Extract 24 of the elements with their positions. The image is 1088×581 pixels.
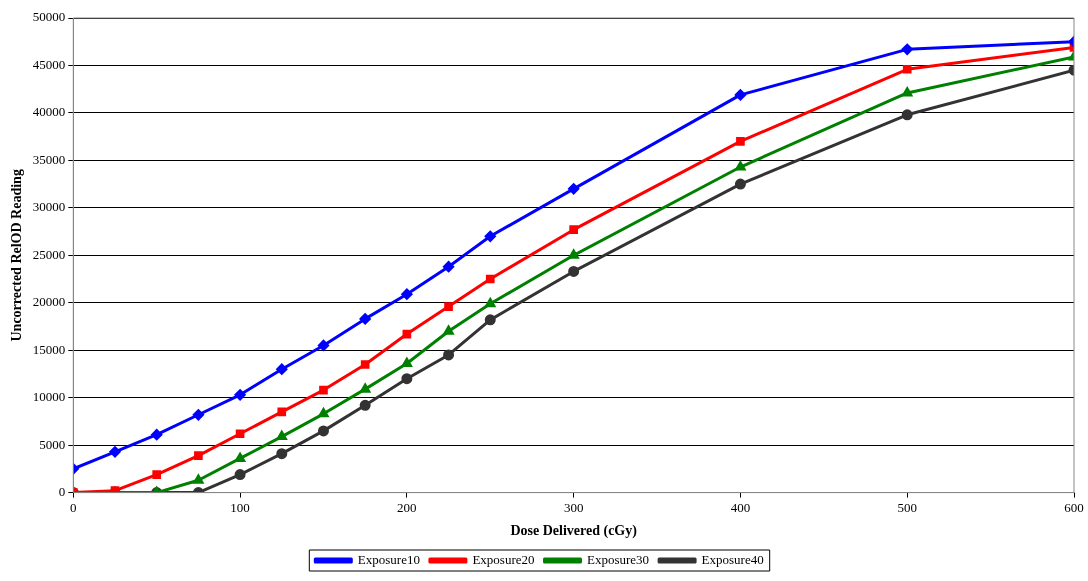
legend-label: Exposure30 <box>587 551 650 567</box>
y-tick-label: 30000 <box>32 199 66 215</box>
legend-label: Exposure40 <box>701 551 764 567</box>
x-tick-label: 300 <box>563 499 584 515</box>
x-tick-label: 500 <box>897 499 917 515</box>
legend-label: Exposure10 <box>357 551 420 567</box>
x-tick-label: 200 <box>397 499 417 515</box>
y-tick-label: 10000 <box>32 389 66 405</box>
y-tick-label: 50000 <box>32 9 66 25</box>
x-axis-title: Dose Delivered (cGy) <box>510 523 638 540</box>
x-tick-label: 0 <box>70 499 77 515</box>
legend-label: Exposure20 <box>472 551 535 567</box>
y-tick-label: 35000 <box>32 151 66 167</box>
y-tick-label: 0 <box>58 484 66 500</box>
x-tick-label: 400 <box>730 499 751 515</box>
y-tick-label: 15000 <box>32 341 66 357</box>
y-tick-label: 45000 <box>32 56 66 72</box>
y-tick-label: 5000 <box>39 436 66 452</box>
x-tick-label: 100 <box>230 499 250 515</box>
x-tick-label: 600 <box>1064 499 1084 515</box>
y-axis-title: Uncorrected RelOD Reading <box>9 169 25 342</box>
y-tick-label: 40000 <box>32 104 66 120</box>
y-tick-label: 25000 <box>32 246 66 262</box>
y-tick-label: 20000 <box>32 294 66 310</box>
